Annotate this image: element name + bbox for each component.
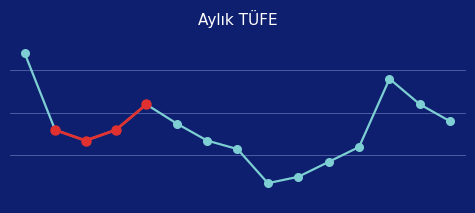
Title: Aylık TÜFE: Aylık TÜFE <box>198 10 277 28</box>
